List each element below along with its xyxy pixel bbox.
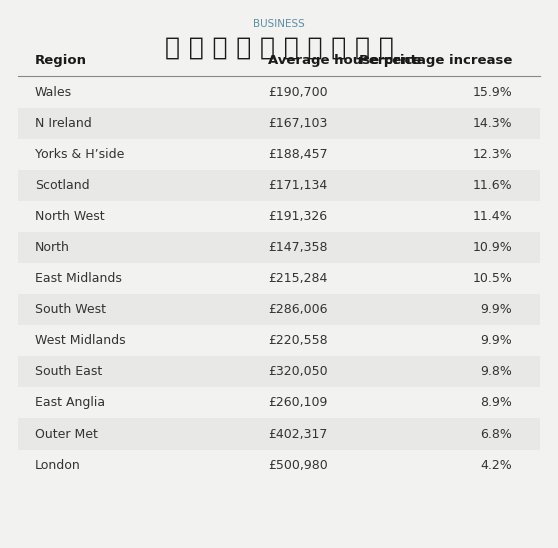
Text: £188,457: £188,457 (268, 148, 328, 161)
Text: N Ireland: N Ireland (35, 117, 92, 130)
Text: East Midlands: East Midlands (35, 272, 122, 285)
Text: West Midlands: West Midlands (35, 334, 126, 347)
Text: 11.6%: 11.6% (473, 179, 512, 192)
Text: North: North (35, 241, 70, 254)
Text: South West: South West (35, 303, 105, 316)
FancyBboxPatch shape (18, 108, 540, 139)
Text: £215,284: £215,284 (268, 272, 328, 285)
FancyBboxPatch shape (18, 263, 540, 294)
Text: 11.4%: 11.4% (473, 210, 512, 223)
Text: North West: North West (35, 210, 104, 223)
Text: 6.8%: 6.8% (480, 427, 512, 441)
Text: 10.9%: 10.9% (473, 241, 512, 254)
Text: £320,050: £320,050 (268, 366, 328, 378)
FancyBboxPatch shape (18, 356, 540, 387)
Text: 4.2%: 4.2% (480, 459, 512, 472)
FancyBboxPatch shape (18, 449, 540, 481)
Text: Region: Region (35, 54, 86, 67)
Text: £260,109: £260,109 (268, 396, 328, 409)
Text: 10.5%: 10.5% (472, 272, 512, 285)
FancyBboxPatch shape (18, 139, 540, 170)
Text: Yorks & H’side: Yorks & H’side (35, 148, 124, 161)
Text: Percentage increase: Percentage increase (359, 54, 512, 67)
FancyBboxPatch shape (18, 387, 540, 419)
Text: £402,317: £402,317 (268, 427, 328, 441)
Text: South East: South East (35, 366, 102, 378)
FancyBboxPatch shape (18, 170, 540, 201)
Text: BUSINESS: BUSINESS (253, 19, 305, 29)
Text: 9.8%: 9.8% (480, 366, 512, 378)
FancyBboxPatch shape (18, 77, 540, 108)
FancyBboxPatch shape (18, 201, 540, 232)
Text: £167,103: £167,103 (268, 117, 328, 130)
Text: London: London (35, 459, 80, 472)
Text: 15.9%: 15.9% (473, 85, 512, 99)
Text: 12.3%: 12.3% (473, 148, 512, 161)
Text: 英 国 各 行 政 郡 房 价 走 势: 英 国 各 行 政 郡 房 价 走 势 (165, 35, 393, 59)
Text: £191,326: £191,326 (268, 210, 327, 223)
Text: £147,358: £147,358 (268, 241, 328, 254)
Text: £220,558: £220,558 (268, 334, 328, 347)
FancyBboxPatch shape (18, 232, 540, 263)
Text: 9.9%: 9.9% (480, 303, 512, 316)
FancyBboxPatch shape (18, 419, 540, 449)
Text: £286,006: £286,006 (268, 303, 328, 316)
Text: 14.3%: 14.3% (473, 117, 512, 130)
FancyBboxPatch shape (18, 294, 540, 326)
Text: Outer Met: Outer Met (35, 427, 98, 441)
Text: 9.9%: 9.9% (480, 334, 512, 347)
FancyBboxPatch shape (18, 326, 540, 356)
Text: 8.9%: 8.9% (480, 396, 512, 409)
Text: £171,134: £171,134 (268, 179, 327, 192)
Text: Average house price: Average house price (268, 54, 421, 67)
Text: £500,980: £500,980 (268, 459, 328, 472)
Text: Scotland: Scotland (35, 179, 89, 192)
Text: Wales: Wales (35, 85, 72, 99)
Text: £190,700: £190,700 (268, 85, 328, 99)
Text: East Anglia: East Anglia (35, 396, 105, 409)
